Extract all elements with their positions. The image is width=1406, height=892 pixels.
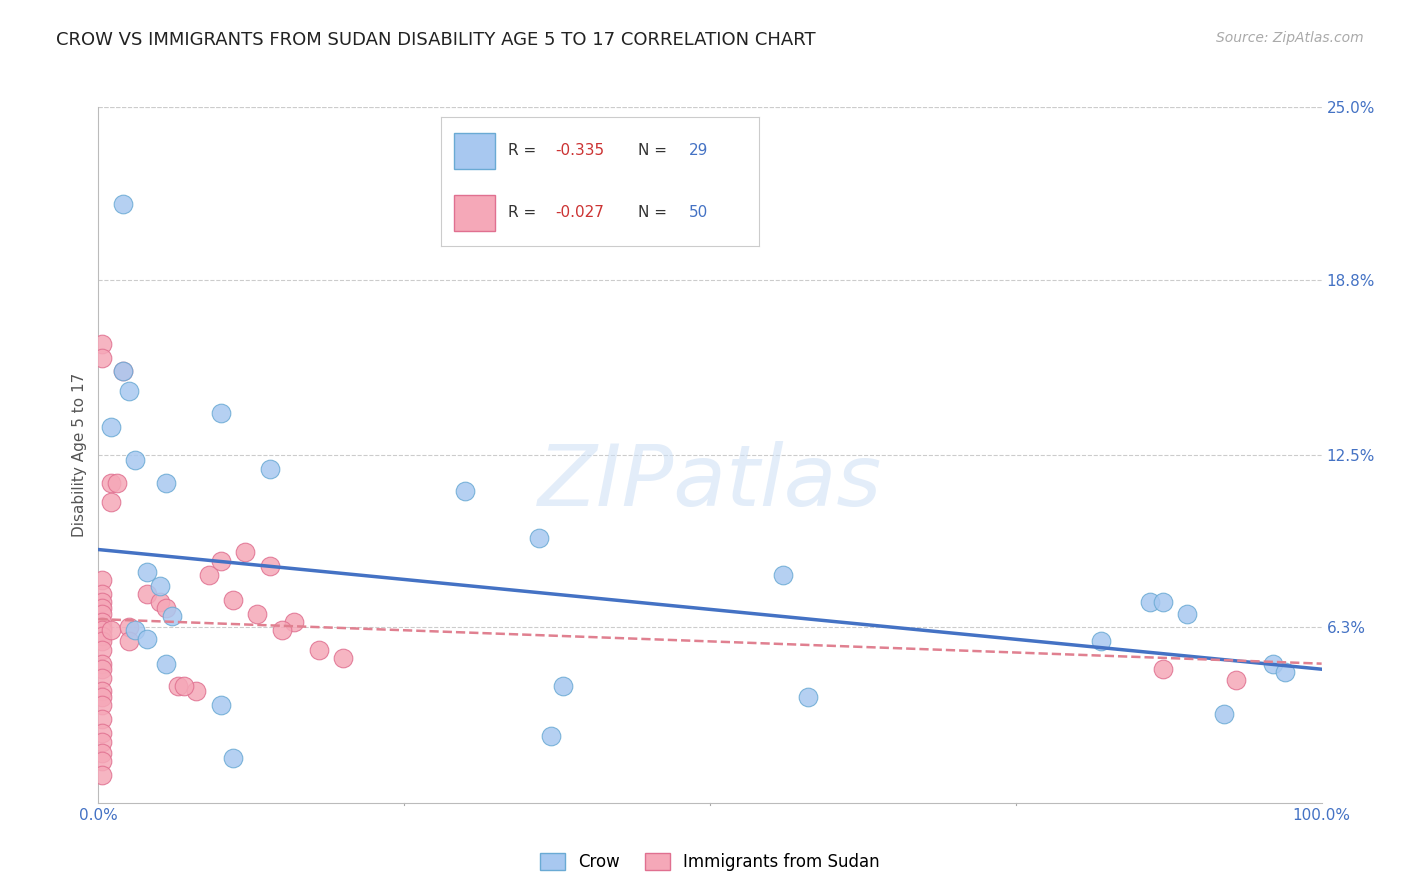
Point: [91, 698, 114, 713]
Point: [91, 624, 114, 638]
Point: [540, 729, 562, 743]
Point: [186, 684, 208, 698]
Point: [91, 634, 114, 648]
Point: [111, 364, 134, 378]
Point: [91, 684, 114, 698]
Point: [91, 768, 114, 782]
Point: [118, 620, 141, 634]
Point: [91, 642, 114, 657]
Text: CROW VS IMMIGRANTS FROM SUDAN DISABILITY AGE 5 TO 17 CORRELATION CHART: CROW VS IMMIGRANTS FROM SUDAN DISABILITY…: [56, 31, 815, 49]
Point: [160, 609, 183, 624]
Point: [124, 624, 146, 638]
Point: [332, 651, 354, 665]
Point: [209, 406, 232, 420]
Point: [209, 698, 232, 713]
Text: Source: ZipAtlas.com: Source: ZipAtlas.com: [1216, 31, 1364, 45]
Point: [91, 573, 114, 587]
Point: [308, 642, 330, 657]
Point: [246, 607, 269, 621]
Point: [155, 601, 177, 615]
Point: [91, 754, 114, 768]
Point: [197, 567, 219, 582]
Point: [91, 607, 114, 621]
Point: [91, 620, 114, 634]
Point: [797, 690, 820, 704]
Point: [91, 615, 114, 629]
Point: [1090, 634, 1112, 648]
Point: [105, 475, 128, 490]
Point: [91, 601, 114, 615]
Legend: Crow, Immigrants from Sudan: Crow, Immigrants from Sudan: [533, 847, 887, 878]
Point: [91, 734, 114, 748]
Point: [155, 657, 177, 671]
Point: [118, 634, 141, 648]
Y-axis label: Disability Age 5 to 17: Disability Age 5 to 17: [72, 373, 87, 537]
Point: [173, 679, 195, 693]
Point: [91, 587, 114, 601]
Point: [91, 336, 114, 351]
Point: [124, 453, 146, 467]
Point: [1274, 665, 1296, 679]
Point: [136, 565, 159, 579]
Point: [149, 579, 172, 593]
Point: [1261, 657, 1284, 671]
Point: [1175, 607, 1198, 621]
Point: [91, 662, 114, 676]
Point: [259, 559, 281, 574]
Point: [100, 624, 122, 638]
Point: [91, 595, 114, 609]
Point: [91, 629, 114, 643]
Point: [222, 751, 245, 765]
Point: [259, 462, 281, 476]
Point: [270, 624, 294, 638]
Point: [1212, 706, 1234, 721]
Point: [1152, 662, 1174, 676]
Point: [91, 712, 114, 726]
Point: [1225, 673, 1247, 688]
Point: [118, 384, 141, 398]
Point: [553, 679, 575, 693]
Point: [772, 567, 794, 582]
Point: [91, 690, 114, 704]
Point: [100, 420, 122, 434]
Point: [91, 351, 114, 365]
Point: [111, 197, 134, 211]
Point: [91, 671, 114, 685]
Point: [136, 632, 159, 646]
Point: [91, 746, 114, 760]
Point: [1152, 595, 1174, 609]
Point: [454, 484, 477, 499]
Point: [136, 587, 159, 601]
Point: [100, 495, 122, 509]
Point: [155, 475, 177, 490]
Point: [111, 364, 134, 378]
Point: [149, 595, 172, 609]
Point: [209, 554, 232, 568]
Point: [527, 532, 550, 546]
Point: [91, 657, 114, 671]
Point: [222, 592, 245, 607]
Point: [91, 726, 114, 740]
Text: ZIPatlas: ZIPatlas: [538, 442, 882, 524]
Point: [233, 545, 256, 559]
Point: [100, 475, 122, 490]
Point: [167, 679, 190, 693]
Point: [1139, 595, 1161, 609]
Point: [283, 615, 305, 629]
